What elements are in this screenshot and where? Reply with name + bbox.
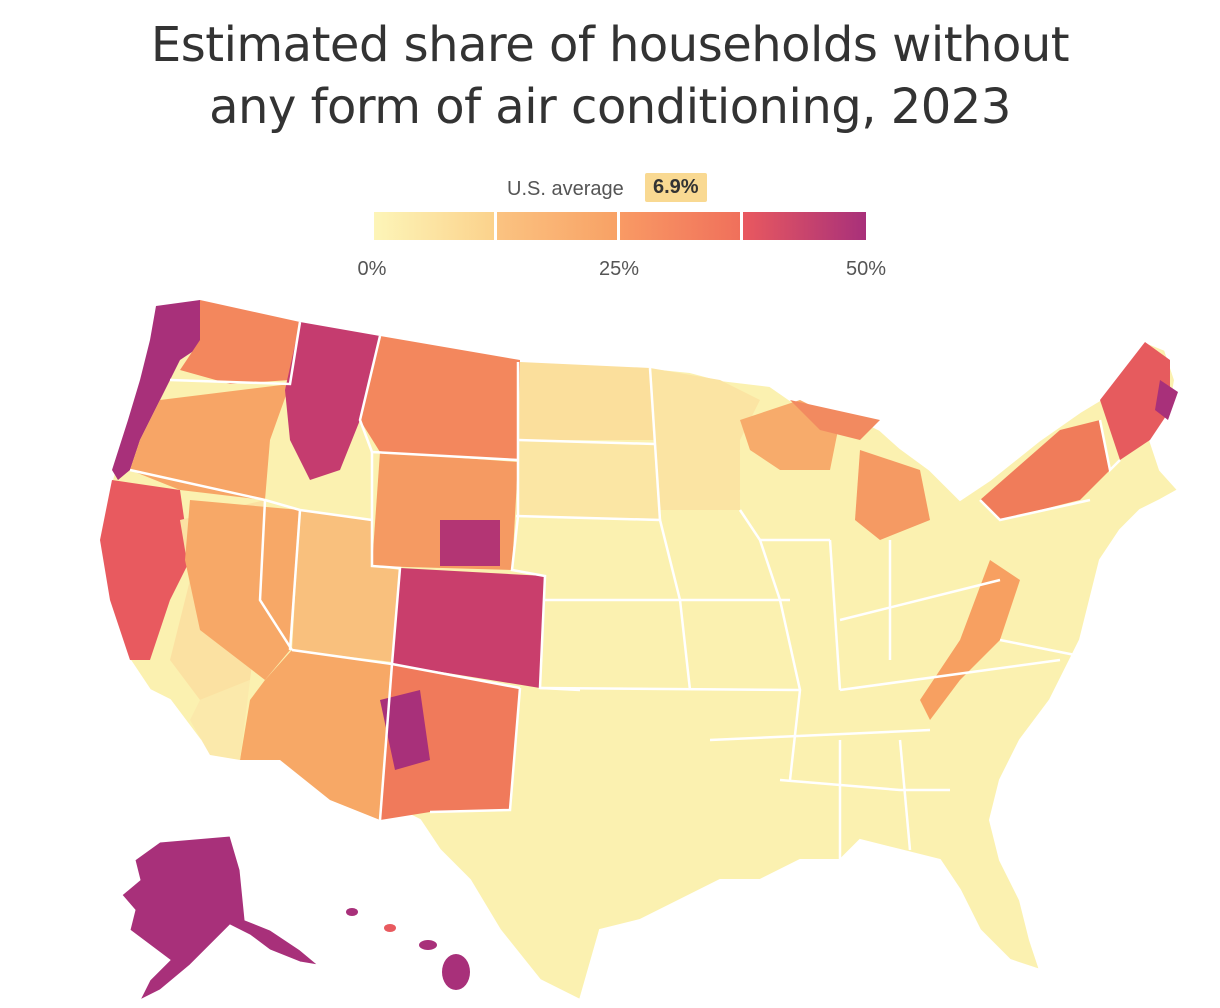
title-line-2: any form of air conditioning, 2023 xyxy=(209,79,1011,135)
region-oregon xyxy=(130,384,290,500)
region-arizona xyxy=(240,650,392,820)
legend-tick-0: 0% xyxy=(357,258,387,280)
us-average-label: U.S. average xyxy=(507,178,624,200)
region-north-dakota xyxy=(518,362,655,440)
hawaii-big-island xyxy=(442,954,470,990)
us-average-value: 6.9% xyxy=(645,173,707,202)
title-line-1: Estimated share of households without xyxy=(150,17,1070,73)
region-pacific-coast xyxy=(112,300,210,480)
west-regions xyxy=(100,300,545,820)
legend-tick-50: 50% xyxy=(845,258,887,280)
region-minnesota xyxy=(650,368,760,510)
region-south-dakota xyxy=(516,440,660,520)
region-nm-core xyxy=(380,690,430,770)
region-michigan-up xyxy=(790,400,880,440)
region-idaho-montana xyxy=(285,322,380,480)
state-borders xyxy=(129,321,1121,860)
region-wyoming-se xyxy=(440,520,500,566)
region-washington xyxy=(180,300,300,384)
region-nevada xyxy=(185,500,300,680)
legend-tick-25: 25% xyxy=(598,258,640,280)
alaska-shape xyxy=(121,835,320,1002)
color-scale-bin-4 xyxy=(743,212,866,240)
color-scale-bin-1 xyxy=(374,212,494,240)
region-california-north xyxy=(100,480,190,660)
us-choropleth-map xyxy=(98,298,1180,1002)
color-scale-bin-3 xyxy=(620,212,740,240)
region-so-cal xyxy=(190,680,250,760)
hawaii xyxy=(346,908,470,990)
hawaii-maui xyxy=(419,940,437,950)
north-regions xyxy=(516,342,1178,720)
region-new-england xyxy=(1100,342,1170,460)
map-title: Estimated share of households without an… xyxy=(0,14,1220,138)
region-montana xyxy=(360,336,520,460)
color-scale-bin-2 xyxy=(497,212,617,240)
color-scale xyxy=(374,212,866,240)
region-appalachia xyxy=(920,560,1020,720)
region-utah xyxy=(292,510,400,662)
region-michigan xyxy=(855,450,930,540)
hawaii-oahu xyxy=(384,924,396,932)
region-colorado xyxy=(392,568,545,688)
alaska xyxy=(121,835,320,1002)
region-new-york xyxy=(980,420,1110,520)
region-maine-top xyxy=(1155,380,1178,420)
hawaii-kauai xyxy=(346,908,358,916)
